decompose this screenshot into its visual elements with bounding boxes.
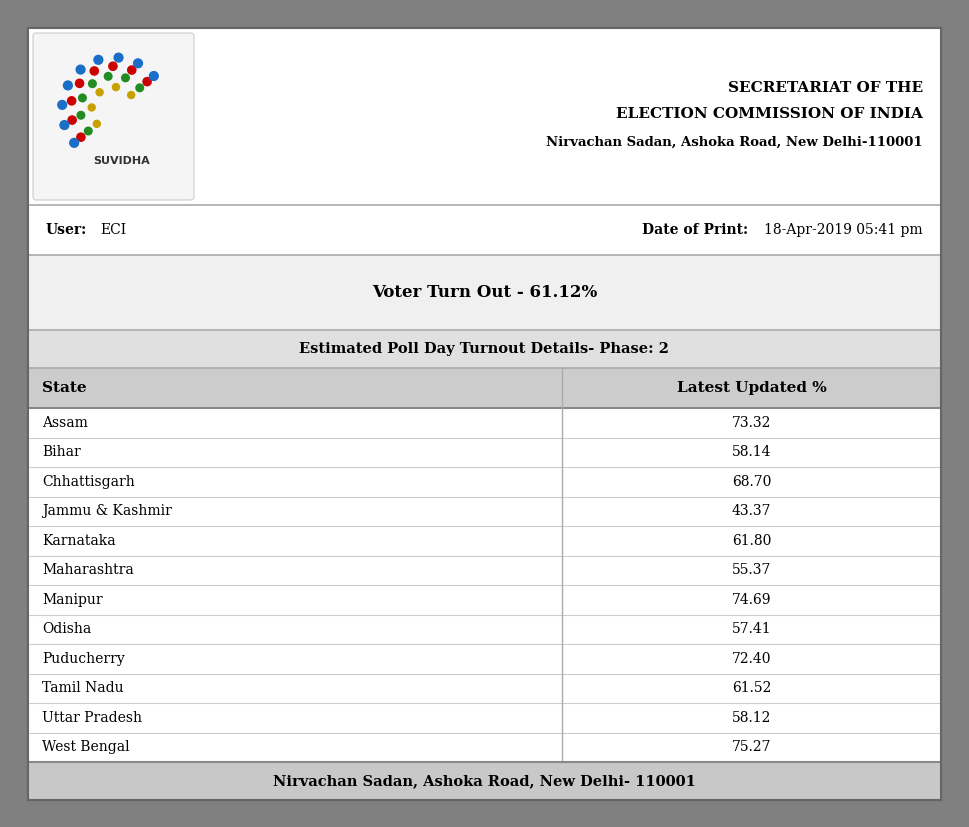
- Circle shape: [60, 121, 69, 130]
- Text: Jammu & Kashmir: Jammu & Kashmir: [42, 504, 172, 519]
- Bar: [28, 673, 941, 703]
- Text: Puducherry: Puducherry: [42, 652, 125, 666]
- Circle shape: [64, 81, 73, 90]
- Text: 61.80: 61.80: [732, 533, 771, 547]
- Text: ELECTION COMMISSION OF INDIA: ELECTION COMMISSION OF INDIA: [616, 108, 923, 122]
- Bar: [28, 614, 941, 644]
- Circle shape: [93, 120, 101, 127]
- Circle shape: [112, 84, 119, 91]
- Text: SECRETARIAT OF THE: SECRETARIAT OF THE: [728, 82, 923, 95]
- Text: Chhattisgarh: Chhattisgarh: [42, 475, 135, 489]
- Circle shape: [128, 92, 135, 98]
- Circle shape: [90, 67, 99, 75]
- Text: ECI: ECI: [100, 223, 126, 237]
- Text: Tamil Nadu: Tamil Nadu: [42, 681, 124, 696]
- Bar: [28, 644, 941, 673]
- Circle shape: [114, 53, 123, 62]
- Text: Uttar Pradesh: Uttar Pradesh: [42, 710, 142, 724]
- Text: 58.14: 58.14: [732, 445, 771, 459]
- Text: Assam: Assam: [42, 416, 88, 430]
- Circle shape: [134, 59, 142, 68]
- Bar: [28, 467, 941, 496]
- Text: 75.27: 75.27: [732, 740, 771, 754]
- Circle shape: [78, 112, 84, 119]
- Circle shape: [77, 65, 85, 74]
- Text: Nirvachan Sadan, Ashoka Road, New Delhi- 110001: Nirvachan Sadan, Ashoka Road, New Delhi-…: [273, 774, 696, 788]
- Text: 74.69: 74.69: [732, 593, 771, 607]
- Bar: [28, 762, 941, 800]
- Text: 58.12: 58.12: [732, 710, 771, 724]
- Circle shape: [68, 116, 77, 124]
- Bar: [28, 585, 941, 614]
- Circle shape: [109, 62, 117, 70]
- Text: 61.52: 61.52: [732, 681, 771, 696]
- Text: 68.70: 68.70: [732, 475, 771, 489]
- Text: State: State: [42, 381, 86, 395]
- Circle shape: [70, 138, 78, 147]
- Bar: [28, 496, 941, 526]
- Text: 18-Apr-2019 05:41 pm: 18-Apr-2019 05:41 pm: [765, 223, 923, 237]
- Circle shape: [77, 133, 85, 141]
- Bar: [28, 437, 941, 467]
- Text: 73.32: 73.32: [732, 416, 771, 430]
- Text: Maharashtra: Maharashtra: [42, 563, 134, 577]
- Circle shape: [78, 94, 86, 102]
- Text: Nirvachan Sadan, Ashoka Road, New Delhi-110001: Nirvachan Sadan, Ashoka Road, New Delhi-…: [547, 136, 923, 149]
- FancyBboxPatch shape: [33, 33, 194, 200]
- Bar: [28, 733, 941, 762]
- Circle shape: [94, 55, 103, 65]
- Circle shape: [136, 84, 143, 92]
- Bar: [28, 408, 941, 437]
- Text: Karnataka: Karnataka: [42, 533, 115, 547]
- Circle shape: [76, 79, 83, 88]
- Circle shape: [143, 78, 151, 86]
- Circle shape: [105, 73, 112, 80]
- Circle shape: [96, 88, 103, 96]
- Circle shape: [68, 97, 76, 105]
- Text: SUVIDHA: SUVIDHA: [94, 156, 150, 166]
- Text: Odisha: Odisha: [42, 622, 91, 636]
- Circle shape: [88, 80, 96, 88]
- Bar: [28, 330, 941, 368]
- Text: Latest Updated %: Latest Updated %: [676, 381, 827, 395]
- Circle shape: [128, 66, 136, 74]
- Text: Bihar: Bihar: [42, 445, 80, 459]
- Text: West Bengal: West Bengal: [42, 740, 130, 754]
- Text: 72.40: 72.40: [732, 652, 771, 666]
- Text: Estimated Poll Day Turnout Details- Phase: 2: Estimated Poll Day Turnout Details- Phas…: [299, 342, 670, 356]
- Bar: [28, 556, 941, 585]
- Bar: [28, 703, 941, 733]
- Bar: [28, 28, 941, 205]
- Text: Manipur: Manipur: [42, 593, 103, 607]
- Text: 55.37: 55.37: [732, 563, 771, 577]
- Text: 57.41: 57.41: [732, 622, 771, 636]
- Circle shape: [122, 74, 129, 82]
- Circle shape: [84, 127, 92, 135]
- Text: 43.37: 43.37: [732, 504, 771, 519]
- Circle shape: [149, 72, 158, 80]
- Bar: [28, 205, 941, 255]
- Circle shape: [58, 101, 67, 109]
- Circle shape: [88, 104, 95, 111]
- Text: Date of Print:: Date of Print:: [641, 223, 748, 237]
- Text: Voter Turn Out - 61.12%: Voter Turn Out - 61.12%: [372, 284, 597, 301]
- Bar: [28, 526, 941, 556]
- Bar: [28, 368, 941, 408]
- Bar: [28, 255, 941, 330]
- Text: User:: User:: [46, 223, 87, 237]
